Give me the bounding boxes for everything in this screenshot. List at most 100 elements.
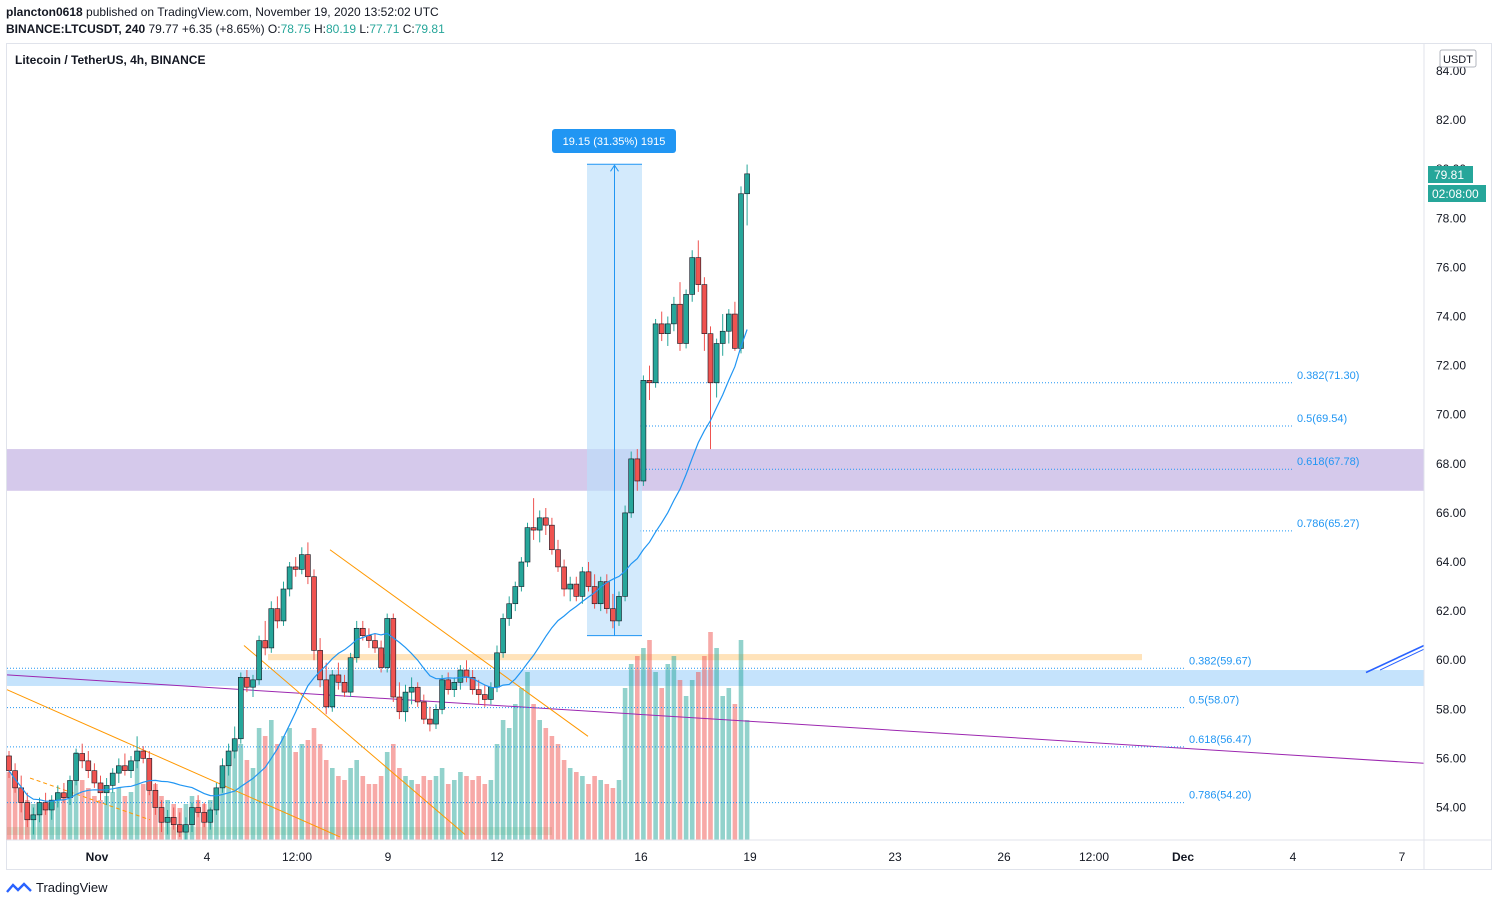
candle-body xyxy=(652,323,659,384)
candle xyxy=(201,802,207,828)
low-label: L: xyxy=(359,22,370,36)
candle xyxy=(555,539,561,572)
candle-body xyxy=(506,603,513,619)
candle-body xyxy=(128,760,134,771)
candle xyxy=(347,652,354,698)
volume-bar xyxy=(275,744,280,840)
candle-body xyxy=(445,679,452,690)
candle-body xyxy=(701,284,708,334)
currency-badge[interactable]: USDT xyxy=(1439,49,1477,68)
volume-bar xyxy=(744,720,750,840)
candle xyxy=(30,807,37,835)
candle-body xyxy=(347,657,354,693)
volume-bar xyxy=(18,792,24,840)
candle xyxy=(128,755,134,779)
candle xyxy=(219,758,226,793)
fibonacci-layer: 0.382(71.30) 0.5(69.54) 0.618(67.78) 0.786(… xyxy=(7,370,1359,804)
candle xyxy=(597,576,604,612)
candle xyxy=(396,682,403,720)
orange-dashed-line xyxy=(29,777,151,821)
candle-body xyxy=(250,679,256,688)
time-tick-label: 4 xyxy=(1290,850,1297,864)
volume-bar xyxy=(641,648,646,840)
candle-body xyxy=(579,571,586,597)
price-tick-label: 72.00 xyxy=(1436,359,1466,373)
volume-bar xyxy=(470,780,475,840)
candle xyxy=(73,748,79,786)
candle-body xyxy=(549,524,555,551)
candle xyxy=(280,581,287,626)
candle xyxy=(262,620,269,656)
time-tick-label: 9 xyxy=(385,850,392,864)
volume-bar xyxy=(67,792,73,840)
volume-bar xyxy=(250,768,256,840)
candle-body xyxy=(116,765,122,774)
candle-body xyxy=(152,790,159,808)
candle-body xyxy=(585,571,592,587)
chart-frame[interactable] xyxy=(6,43,1492,870)
open-value: 78.75 xyxy=(280,22,311,36)
footer-brand[interactable]: TradingView xyxy=(6,880,108,895)
candle-body xyxy=(610,608,616,622)
candle-body xyxy=(500,618,506,654)
candle-body xyxy=(475,689,482,695)
candle xyxy=(177,812,183,837)
candle-body xyxy=(719,330,726,344)
candle xyxy=(658,311,665,342)
fib-lower-level-label: 0.786(54.20) xyxy=(1189,790,1251,802)
candle xyxy=(567,576,574,602)
close-label: C: xyxy=(402,22,415,36)
measure-tool: 19.15 (31.35%) 1915 xyxy=(552,129,676,637)
blue-arrow-line xyxy=(1365,644,1425,674)
volume-bar xyxy=(79,780,85,840)
candle-body xyxy=(628,458,635,514)
candle xyxy=(475,679,482,705)
candle-body xyxy=(91,770,98,784)
volume-bar xyxy=(622,688,628,840)
volume-bar xyxy=(653,672,658,840)
candle xyxy=(170,807,177,830)
orange-channel-lower xyxy=(243,645,466,835)
volume-bar xyxy=(299,744,305,840)
candle-body xyxy=(573,583,580,597)
candle-body xyxy=(713,343,720,384)
candle-body xyxy=(329,674,336,708)
candle xyxy=(116,758,122,783)
candle-body xyxy=(323,679,330,708)
volume-bar xyxy=(610,788,616,840)
blue-arrow-line-2 xyxy=(1379,648,1425,671)
volume-bar xyxy=(110,792,115,840)
candle xyxy=(732,301,738,351)
candle xyxy=(420,694,427,725)
candle-body xyxy=(671,303,677,325)
volume-bar xyxy=(702,656,707,840)
candle-body xyxy=(341,681,348,693)
candle xyxy=(603,574,610,614)
volume-bar xyxy=(323,760,329,840)
candle-body xyxy=(433,708,439,725)
volume-bar xyxy=(305,740,311,840)
volume-bar xyxy=(6,772,12,840)
candle xyxy=(24,792,31,828)
candle xyxy=(414,682,421,707)
candle xyxy=(317,638,323,688)
candle-body xyxy=(317,650,323,681)
fib-upper-level-label: 0.382(71.30) xyxy=(1297,370,1359,382)
candle-body xyxy=(738,193,744,349)
candle xyxy=(140,746,146,764)
candle xyxy=(683,289,689,349)
volume-bar xyxy=(244,760,250,840)
candle xyxy=(311,569,317,661)
candle-body xyxy=(122,765,128,771)
candle-body xyxy=(427,718,433,725)
candle-body xyxy=(664,323,671,334)
volume-bar xyxy=(43,804,48,840)
candle xyxy=(286,562,293,597)
candle xyxy=(481,684,488,707)
volume-bar xyxy=(116,788,122,840)
candles-layer xyxy=(6,164,750,840)
orange-down-line xyxy=(6,689,341,838)
countdown-tag-label: 02:08:00 xyxy=(1432,187,1479,201)
volume-bar xyxy=(421,776,427,840)
